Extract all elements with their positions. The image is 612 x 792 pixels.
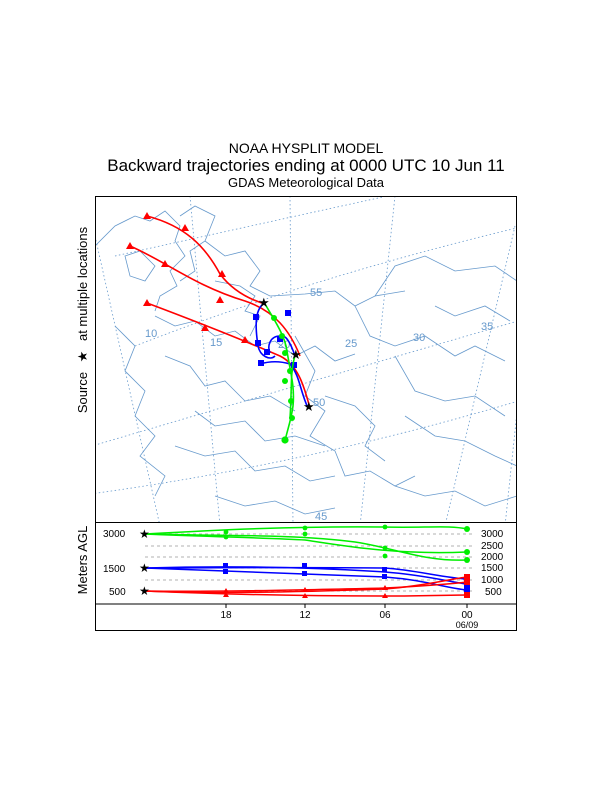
green-marker	[282, 378, 288, 384]
height-axis-label-svg: Meters AGL	[75, 526, 90, 595]
blue-marker	[258, 360, 264, 366]
blue-marker	[277, 336, 283, 342]
right-level-1500: 1500	[481, 563, 504, 574]
map-graticule	[95, 196, 517, 523]
red-marker	[143, 299, 151, 306]
green-markers	[271, 315, 295, 444]
green-marker	[271, 315, 277, 321]
red-marker	[143, 212, 151, 219]
source-star-icon: ★	[258, 295, 270, 310]
blue-marker	[285, 310, 291, 316]
lon-label-30: 30	[413, 332, 425, 344]
lat-label-45: 45	[315, 511, 327, 523]
source-star-icon: ★	[303, 399, 315, 414]
red-markers	[126, 212, 249, 343]
height-axis-label: Meters AGL	[75, 526, 90, 595]
date-label: 06/09	[456, 620, 479, 630]
red-marker	[126, 242, 134, 249]
right-level-3000: 3000	[481, 529, 504, 540]
svg-text:Source ★ at multip: Source ★ at multiple locations	[75, 226, 90, 413]
map-frame	[95, 196, 517, 523]
right-level-2500: 2500	[481, 541, 504, 552]
red-marker	[161, 260, 169, 267]
green-height-traces	[144, 526, 468, 561]
blue-marker	[253, 314, 259, 320]
source-label-suffix: at multiple locations	[75, 226, 90, 341]
source-star-icon: ★	[139, 527, 150, 541]
source-star-icon: ★	[75, 351, 90, 363]
lat-label-55: 55	[310, 287, 322, 299]
blue-marker	[291, 362, 297, 368]
red-marker	[181, 224, 189, 231]
source-stars: ★ ★ ★	[258, 295, 315, 414]
height-profile-panel: 3000 1500 500 3000 2500 2000 1500 1000 5…	[95, 522, 517, 631]
height-start-stars: ★ ★ ★	[139, 527, 150, 598]
green-marker	[282, 350, 288, 356]
green-marker	[279, 333, 285, 339]
right-level-labels: 3000 2500 2000 1500 1000 500	[481, 529, 504, 598]
green-marker	[289, 415, 295, 421]
blue-marker	[264, 349, 270, 355]
green-height-markers	[223, 524, 470, 563]
left-level-500: 500	[109, 587, 126, 598]
green-marker	[281, 436, 289, 444]
right-level-1000: 1000	[481, 575, 504, 586]
red-height-traces	[144, 576, 468, 597]
time-tick-18: 18	[220, 610, 232, 621]
red-marker	[201, 324, 209, 331]
time-ticks	[225, 604, 468, 608]
chart-title: NOAA HYSPLIT MODEL	[228, 140, 384, 156]
data-source-label: GDAS Meteorological Data	[227, 175, 385, 190]
left-level-labels: 3000 1500 500	[103, 529, 126, 598]
green-marker	[287, 368, 293, 374]
time-tick-06: 06	[379, 610, 391, 621]
left-level-3000: 3000	[103, 529, 126, 540]
time-tick-12: 12	[299, 610, 311, 621]
red-marker	[218, 270, 226, 277]
red-marker	[216, 296, 224, 303]
red-height-markers	[223, 574, 470, 598]
lon-label-10: 10	[145, 328, 157, 340]
green-trajectories	[264, 303, 296, 442]
lon-label-15: 15	[210, 337, 222, 349]
right-level-500: 500	[485, 587, 502, 598]
lon-label-35: 35	[481, 321, 493, 333]
source-star-icon: ★	[290, 347, 302, 362]
time-tick-00: 00	[461, 610, 473, 621]
source-label-prefix: Source	[75, 372, 90, 413]
left-level-1500: 1500	[103, 564, 126, 575]
green-marker	[288, 398, 294, 404]
right-level-2000: 2000	[481, 552, 504, 563]
chart-subtitle: Backward trajectories ending at 0000 UTC…	[107, 156, 505, 175]
source-side-label: Source ★ at multiple locations	[75, 226, 90, 413]
trajectory-map: 55 10 15 20 25 30 35 50 45	[95, 196, 517, 523]
blue-height-traces	[144, 566, 468, 591]
map-coastlines	[95, 205, 517, 515]
source-star-icon: ★	[139, 561, 150, 575]
blue-marker	[255, 340, 261, 346]
time-tick-labels: 18 12 06 00 06/09	[220, 610, 478, 630]
lat-label-50: 50	[313, 397, 325, 409]
blue-markers	[253, 310, 297, 368]
red-marker	[241, 336, 249, 343]
source-star-icon: ★	[139, 584, 150, 598]
lon-label-25: 25	[345, 338, 357, 350]
